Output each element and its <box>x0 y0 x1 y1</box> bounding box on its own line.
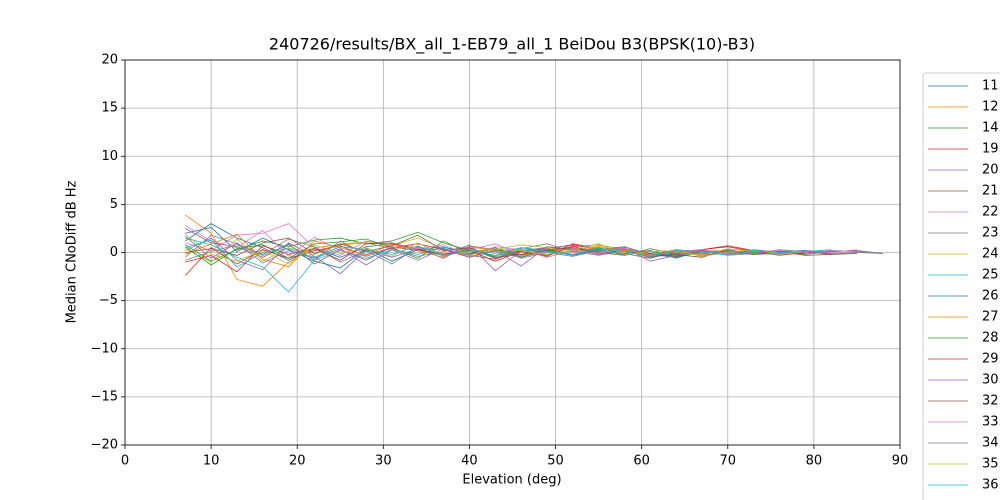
legend-label: 26.0 <box>982 289 1000 304</box>
x-tick-label: 80 <box>806 454 823 469</box>
legend-label: 11.0 <box>982 79 1000 94</box>
y-axis-label: Median CNoDiff dB Hz <box>65 180 80 323</box>
y-tick-label: 15 <box>101 101 118 116</box>
legend-label: 12.0 <box>982 100 1000 115</box>
series-line <box>185 233 780 268</box>
x-tick-label: 60 <box>633 454 650 469</box>
legend-label: 27.0 <box>982 310 1000 325</box>
x-tick-label: 30 <box>375 454 392 469</box>
legend-label: 21.0 <box>982 184 1000 199</box>
series-line <box>185 240 883 261</box>
legend-label: 14.0 <box>982 121 1000 136</box>
chart-title: 240726/results/BX_all_1-EB79_all_1 BeiDo… <box>269 35 755 55</box>
legend-label: 35.0 <box>982 457 1000 472</box>
series-line <box>185 237 806 293</box>
legend-label: 24.0 <box>982 247 1000 262</box>
x-axis-label: Elevation (deg) <box>462 473 561 488</box>
legend-label: 28.0 <box>982 331 1000 346</box>
y-tick-label: 5 <box>110 197 118 212</box>
legend-label: 36.0 <box>982 478 1000 493</box>
legend-box <box>922 72 1000 500</box>
series-line <box>185 233 806 265</box>
y-tick-label: −20 <box>91 438 118 453</box>
legend-label: 20.0 <box>982 163 1000 178</box>
y-tick-label: −5 <box>99 293 118 308</box>
legend-label: 22.0 <box>982 205 1000 220</box>
legend-label: 33.0 <box>982 415 1000 430</box>
x-tick-label: 90 <box>892 454 909 469</box>
legend-label: 19.0 <box>982 142 1000 157</box>
y-tick-label: 20 <box>101 53 118 68</box>
y-tick-label: −10 <box>91 341 118 356</box>
series-line <box>185 239 832 268</box>
y-tick-label: 0 <box>110 245 118 260</box>
y-tick-label: −15 <box>91 389 118 404</box>
legend-label: 25.0 <box>982 268 1000 283</box>
legend-label: 34.0 <box>982 436 1000 451</box>
y-tick-label: 10 <box>101 149 118 164</box>
x-tick-label: 10 <box>203 454 220 469</box>
x-tick-label: 40 <box>461 454 478 469</box>
legend-label: 23.0 <box>982 226 1000 241</box>
x-tick-label: 20 <box>289 454 306 469</box>
x-tick-label: 50 <box>547 454 564 469</box>
legend-label: 30.0 <box>982 373 1000 388</box>
legend-label: 29.0 <box>982 352 1000 367</box>
plot-frame <box>124 59 901 446</box>
x-tick-label: 0 <box>121 454 129 469</box>
x-tick-label: 70 <box>720 454 737 469</box>
legend-label: 32.0 <box>982 394 1000 409</box>
